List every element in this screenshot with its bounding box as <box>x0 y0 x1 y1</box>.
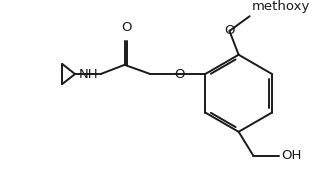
Text: methoxy: methoxy <box>251 0 310 13</box>
Text: OH: OH <box>282 149 302 162</box>
Text: NH: NH <box>79 68 99 81</box>
Text: O: O <box>174 68 185 80</box>
Text: O: O <box>224 24 235 37</box>
Text: O: O <box>121 21 132 34</box>
